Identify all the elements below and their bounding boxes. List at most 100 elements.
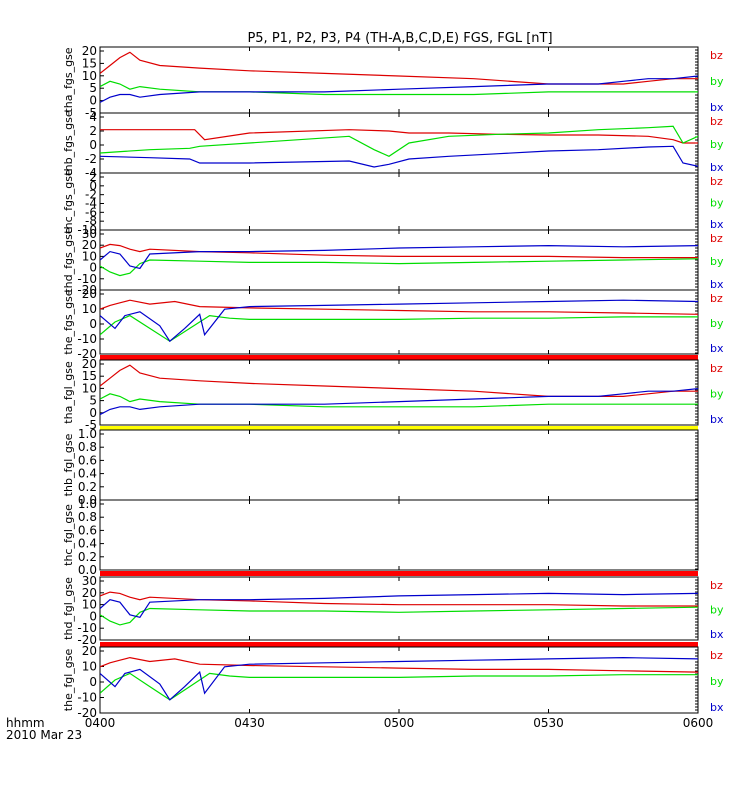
y-tick-label: 20 <box>82 44 97 58</box>
panel-frame <box>99 499 699 571</box>
panel-ylabel: thb_fgl_gse <box>62 433 75 496</box>
series-line-by <box>100 672 698 701</box>
tha-fgl-status-bar <box>100 355 698 360</box>
y-tick-label: -2 <box>85 152 97 166</box>
y-tick-label: 0.0 <box>78 563 97 577</box>
y-tick-label: 0.6 <box>78 453 97 467</box>
panel-frame <box>99 359 699 426</box>
series-line-bz <box>100 591 698 607</box>
y-tick-label: 20 <box>82 644 97 658</box>
legend-bx: bx <box>710 218 724 231</box>
legend-bx: bx <box>710 342 724 355</box>
y-tick-label: 0.6 <box>78 523 97 537</box>
footer-label-date: 2010 Mar 23 <box>6 728 82 742</box>
panel-frame <box>99 646 699 714</box>
x-tick-label: 0400 <box>85 716 116 730</box>
panel-ylabel: tha_fgl_gse <box>62 361 75 424</box>
legend-by: by <box>710 317 724 330</box>
series-line-bz <box>100 51 698 85</box>
y-tick-label: 10 <box>82 598 97 612</box>
panel-ylabel: the_fgl_gse <box>62 649 75 712</box>
series-line-by <box>100 606 698 626</box>
panel-ylabel: thd_fgl_gse <box>62 577 75 640</box>
legend-bz: bz <box>710 649 723 662</box>
y-tick-label: -10 <box>77 691 97 705</box>
legend-bx: bx <box>710 161 724 174</box>
x-tick-label: 0500 <box>384 716 415 730</box>
y-tick-label: 15 <box>82 56 97 70</box>
panel-ylabel: thc_fgs_gse <box>62 169 75 234</box>
y-tick-label: 0.2 <box>78 550 97 564</box>
series-line-bx <box>100 592 698 618</box>
panel-ylabel: thc_fgl_gse <box>62 504 75 566</box>
y-tick-label: 0.8 <box>78 440 97 454</box>
the-fgl-status-bar <box>100 642 698 647</box>
y-tick-label: 0 <box>89 179 97 193</box>
y-tick-label: 0 <box>89 609 97 623</box>
legend-by: by <box>710 675 724 688</box>
legend-bz: bz <box>710 362 723 375</box>
y-tick-label: 30 <box>82 574 97 588</box>
panel-ylabel: tha_fgs_gse <box>62 47 75 112</box>
legend-by: by <box>710 388 724 401</box>
legend-by: by <box>710 197 724 210</box>
y-tick-label: 10 <box>82 302 97 316</box>
panel-frame <box>99 429 699 501</box>
y-tick-label: 0 <box>89 675 97 689</box>
y-tick-label: -6 <box>85 205 97 219</box>
thb-fgl-status-bar <box>100 426 698 430</box>
y-tick-label: 0 <box>89 406 97 420</box>
x-tick-label: 0530 <box>533 716 564 730</box>
y-tick-label: 30 <box>82 227 97 241</box>
y-tick-label: -10 <box>77 621 97 635</box>
series-line-by <box>100 125 698 157</box>
legend-bz: bz <box>710 115 723 128</box>
legend-bx: bx <box>710 278 724 291</box>
y-tick-label: -2 <box>85 188 97 202</box>
legend-bx: bx <box>710 101 724 114</box>
x-tick-label: 0600 <box>683 716 714 730</box>
y-tick-label: 0.4 <box>78 467 97 481</box>
series-line-by <box>100 393 698 408</box>
panel-frame <box>99 112 699 174</box>
series-line-bz <box>100 656 698 673</box>
y-tick-label: -20 <box>77 347 97 361</box>
thd-fgl-status-bar <box>100 571 698 576</box>
series-line-bx <box>100 656 698 701</box>
panel-frame <box>99 289 699 355</box>
y-tick-label: 4 <box>89 110 97 124</box>
chart-title: P5, P1, P2, P3, P4 (TH-A,B,C,D,E) FGS, F… <box>247 31 552 46</box>
panel-ylabel: thd_fgs_gse <box>62 227 75 293</box>
panel-frame <box>99 46 699 114</box>
y-tick-label: 2 <box>89 124 97 138</box>
series-line-by <box>100 314 698 342</box>
y-tick-label: 0.8 <box>78 510 97 524</box>
y-tick-label: 10 <box>82 249 97 263</box>
y-tick-label: -4 <box>85 166 97 180</box>
x-tick-label: 0430 <box>234 716 265 730</box>
y-tick-label: 0 <box>89 261 97 275</box>
y-tick-label: 2 <box>89 170 97 184</box>
legend-by: by <box>710 138 724 151</box>
y-tick-label: -8 <box>85 214 97 228</box>
legend-bz: bz <box>710 175 723 188</box>
series-line-bx <box>100 388 698 416</box>
y-tick-label: 20 <box>82 287 97 301</box>
y-tick-label: 10 <box>82 69 97 83</box>
y-tick-label: -4 <box>85 197 97 211</box>
y-tick-label: 20 <box>82 357 97 371</box>
y-tick-label: 5 <box>89 81 97 95</box>
y-tick-label: -5 <box>85 106 97 120</box>
panel-thb_fgs_gse: 420-2-4 thb_fgs_gse bz by bx <box>62 110 724 180</box>
y-tick-label: 0 <box>89 317 97 331</box>
